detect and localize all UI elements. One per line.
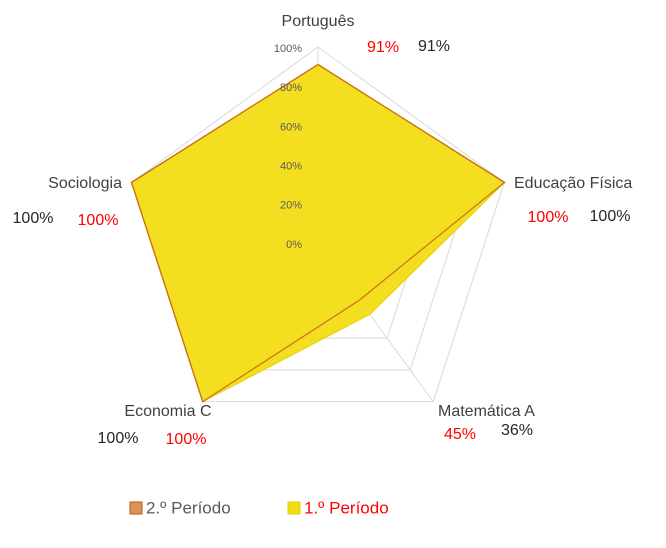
tick-label: 80% [280, 82, 302, 94]
category-label: Educação Física [514, 175, 632, 192]
data-label: 91% [367, 39, 399, 56]
legend-label: 1.º Período [304, 498, 389, 517]
series-area [130, 64, 506, 403]
category-label: Economia C [124, 403, 211, 420]
category-label: Matemática A [438, 403, 535, 420]
category-label: Sociologia [48, 175, 122, 192]
tick-label: 0% [286, 239, 302, 251]
data-label: 36% [501, 422, 533, 439]
data-label: 100% [98, 430, 139, 447]
legend-label: 2.º Período [146, 498, 231, 517]
data-label: 100% [166, 431, 207, 448]
data-label: 100% [590, 208, 631, 225]
grid-ring [131, 46, 505, 403]
tick-label: 20% [280, 200, 302, 212]
series-outline [130, 63, 506, 403]
data-label: 45% [444, 426, 476, 443]
category-label: Português [282, 13, 355, 30]
legend-swatch [129, 501, 143, 515]
tick-label: 60% [280, 121, 302, 133]
legend-swatch [287, 501, 301, 515]
data-label: 100% [78, 212, 119, 229]
tick-label: 100% [274, 43, 302, 55]
data-label: 91% [418, 38, 450, 55]
tick-label: 40% [280, 161, 302, 173]
data-label: 100% [13, 210, 54, 227]
data-label: 100% [528, 209, 569, 226]
